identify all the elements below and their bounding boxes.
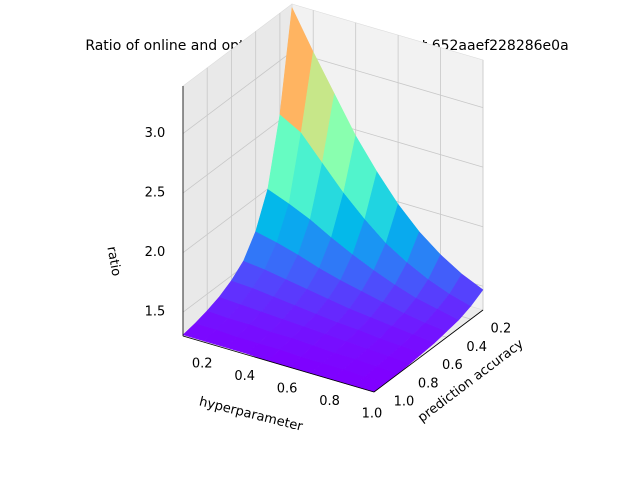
- x-tick-label: 0.4: [234, 369, 255, 384]
- z-tick-label: 2.5: [145, 186, 166, 201]
- surface-patch: [449, 273, 484, 307]
- z-tick-label: 2.0: [145, 245, 166, 260]
- y-tick-label: 0.2: [491, 322, 512, 337]
- z-tick-label: 3.0: [145, 126, 166, 141]
- axis-ticks: 0.20.40.60.81.00.20.40.60.81.01.52.02.53…: [145, 86, 512, 422]
- z-axis-label: ratio: [103, 245, 123, 277]
- y-tick-label: 0.6: [442, 358, 463, 373]
- y-axis-line: [373, 309, 484, 393]
- x-tick-label: 1.0: [362, 407, 383, 422]
- x-axis-label: hyperparameter: [198, 394, 305, 434]
- y-tick-label: 1.0: [394, 395, 415, 410]
- y-tick-label: 0.8: [418, 376, 439, 391]
- x-tick-label: 0.8: [319, 394, 340, 409]
- x-tick-label: 0.2: [192, 357, 213, 372]
- y-tick-label: 0.4: [466, 340, 487, 355]
- x-tick-label: 0.6: [277, 382, 298, 397]
- x-axis-line: [182, 335, 375, 393]
- z-tick-label: 1.5: [145, 305, 166, 320]
